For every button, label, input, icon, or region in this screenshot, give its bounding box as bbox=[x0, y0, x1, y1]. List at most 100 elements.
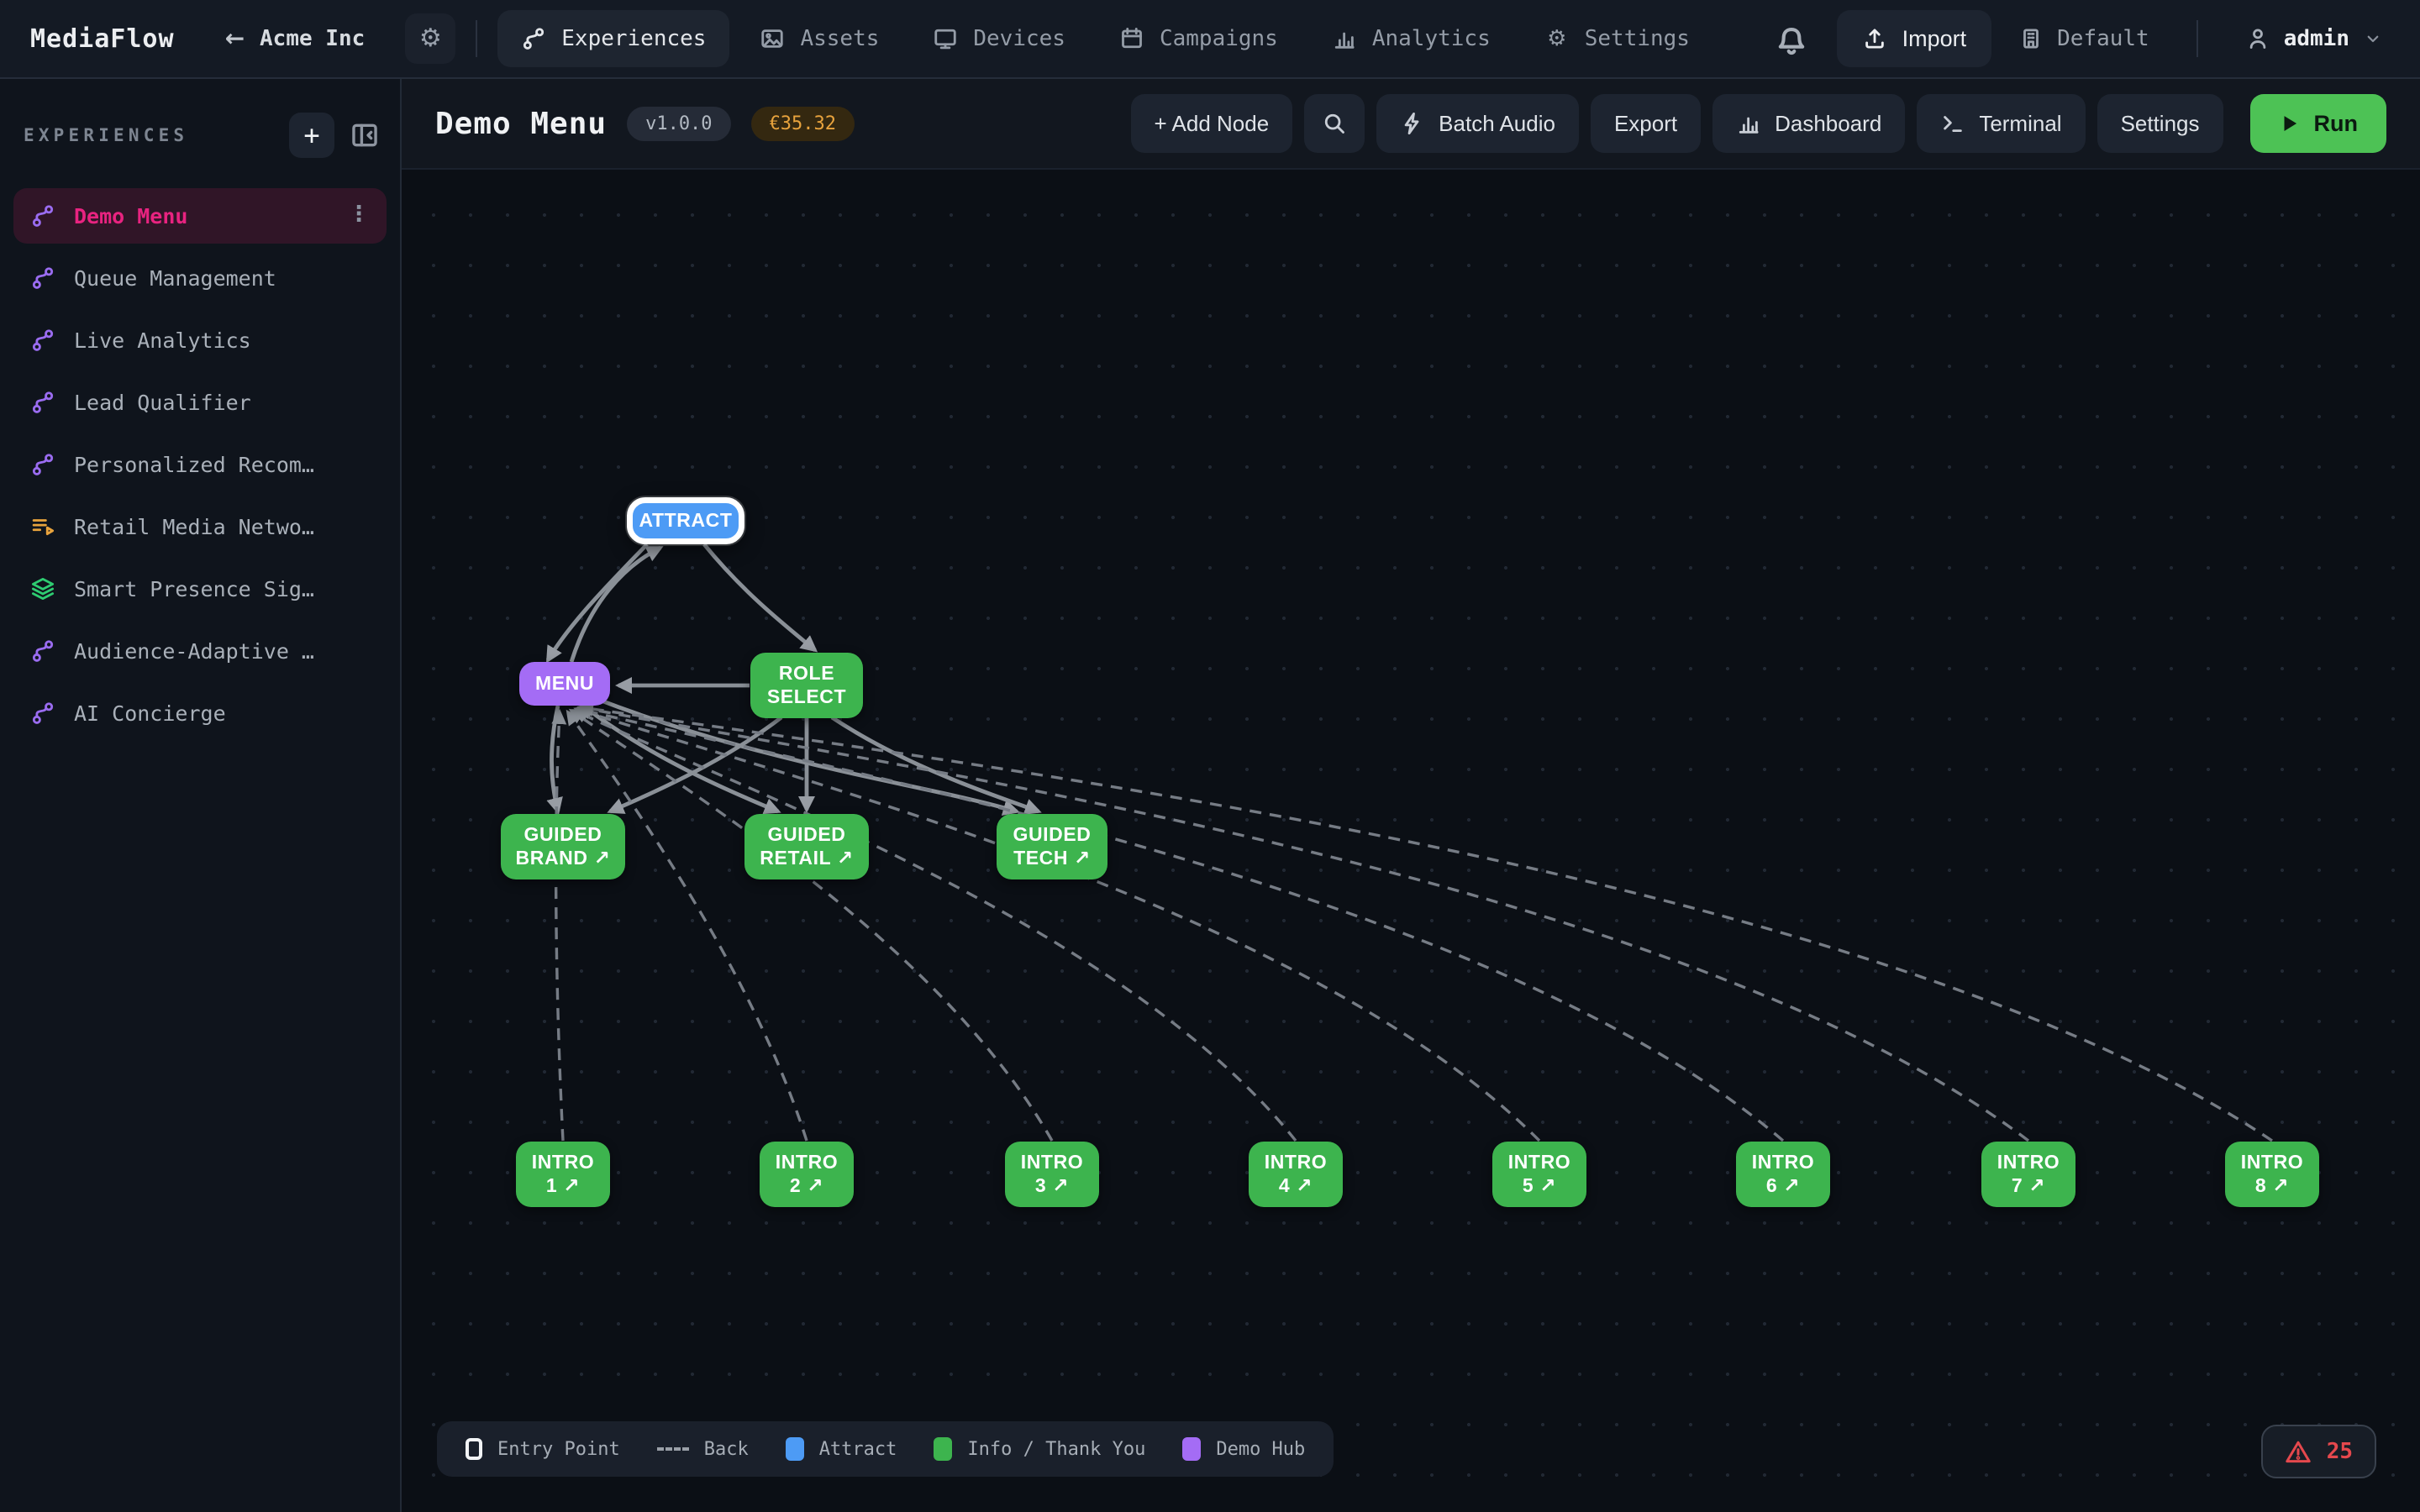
sidebar-item-live-analytics[interactable]: Live Analytics⋮ bbox=[13, 312, 387, 368]
node-intro-7[interactable]: INTRO 7 ↗ bbox=[1981, 1142, 2075, 1207]
flow-canvas[interactable]: Entry Point Back Attract Info / Thank You De… bbox=[402, 170, 2420, 1512]
sidebar-title: EXPERIENCES bbox=[24, 125, 189, 145]
notifications-bell-icon[interactable] bbox=[1773, 20, 1810, 57]
environment-selector[interactable]: Default bbox=[2018, 26, 2149, 51]
node-label: INTRO bbox=[1751, 1151, 1815, 1173]
sidebar-item-personalized-recom[interactable]: Personalized Recom…⋮ bbox=[13, 437, 387, 492]
user-menu[interactable]: admin bbox=[2245, 26, 2383, 51]
node-intro-8[interactable]: INTRO 8 ↗ bbox=[2225, 1142, 2319, 1207]
git-branch-icon bbox=[30, 701, 55, 726]
tab-settings[interactable]: ⚙ Settings bbox=[1521, 10, 1713, 67]
settings-button[interactable]: Settings bbox=[2096, 94, 2223, 153]
legend-swatch-entry bbox=[466, 1438, 482, 1460]
node-menu[interactable]: MENU bbox=[519, 662, 610, 706]
edge-intro_8-to-menu bbox=[578, 701, 2273, 1142]
node-label: ROLE bbox=[778, 662, 835, 685]
legend-swatch-info bbox=[934, 1437, 953, 1461]
kebab-menu-icon[interactable]: ⋮ bbox=[348, 202, 370, 227]
node-label: INTRO bbox=[1020, 1151, 1084, 1173]
dashboard-button[interactable]: Dashboard bbox=[1712, 94, 1906, 153]
layers-icon bbox=[30, 576, 55, 601]
button-label: + Add Node bbox=[1154, 110, 1270, 136]
git-branch-icon bbox=[30, 203, 55, 228]
button-label: Dashboard bbox=[1775, 110, 1882, 136]
experiences-sidebar: EXPERIENCES + Demo Menu ⋮ Queue Management… bbox=[0, 79, 402, 1512]
node-label: 2 ↗ bbox=[789, 1174, 824, 1196]
node-label: GUIDED bbox=[767, 823, 846, 846]
git-branch-icon bbox=[30, 638, 55, 664]
back-to-workspace-button[interactable]: ← Acme Inc bbox=[225, 26, 366, 51]
node-intro-1[interactable]: INTRO 1 ↗ bbox=[516, 1142, 610, 1207]
warnings-badge[interactable]: 25 bbox=[2260, 1425, 2376, 1478]
node-label: INTRO bbox=[1264, 1151, 1328, 1173]
workspace-settings-gear-icon[interactable]: ⚙ bbox=[405, 13, 456, 64]
node-role-select[interactable]: ROLE SELECT bbox=[750, 653, 863, 718]
legend-label: Info / Thank You bbox=[967, 1438, 1146, 1460]
monitor-icon bbox=[933, 26, 958, 51]
sidebar-item-label: Retail Media Netwo… bbox=[74, 514, 314, 539]
node-label: SELECT bbox=[766, 685, 847, 707]
search-button[interactable] bbox=[1304, 94, 1365, 153]
sidebar-item-audience-adaptive[interactable]: Audience-Adaptive …⋮ bbox=[13, 623, 387, 679]
upload-icon bbox=[1862, 26, 1887, 51]
sidebar-item-ai-concierge[interactable]: AI Concierge⋮ bbox=[13, 685, 387, 741]
node-attract[interactable]: ATTRACT bbox=[627, 497, 744, 544]
button-label: Settings bbox=[2120, 110, 2200, 136]
legend-item-demo-hub: Demo Hub bbox=[1182, 1437, 1305, 1461]
sidebar-item-demo-menu[interactable]: Demo Menu ⋮ bbox=[13, 188, 387, 244]
node-intro-2[interactable]: INTRO 2 ↗ bbox=[760, 1142, 854, 1207]
export-button[interactable]: Export bbox=[1590, 94, 1702, 153]
lightning-icon bbox=[1400, 111, 1425, 136]
add-node-button[interactable]: + Add Node bbox=[1130, 94, 1293, 153]
node-label: 3 ↗ bbox=[1034, 1174, 1070, 1196]
tab-analytics[interactable]: Analytics bbox=[1308, 10, 1514, 67]
person-icon bbox=[2245, 26, 2270, 51]
gear-icon: ⚙ bbox=[1547, 26, 1567, 51]
sidebar-item-lead-qualifier[interactable]: Lead Qualifier⋮ bbox=[13, 375, 387, 430]
version-badge: v1.0.0 bbox=[627, 106, 731, 141]
node-intro-5[interactable]: INTRO 5 ↗ bbox=[1492, 1142, 1586, 1207]
import-button[interactable]: Import bbox=[1836, 10, 1992, 67]
flow-edges bbox=[545, 543, 2273, 1142]
node-intro-4[interactable]: INTRO 4 ↗ bbox=[1249, 1142, 1343, 1207]
image-icon bbox=[760, 26, 785, 51]
node-label: INTRO bbox=[531, 1151, 595, 1173]
git-branch-icon bbox=[30, 328, 55, 353]
node-label: INTRO bbox=[1507, 1151, 1571, 1173]
edge-intro_2-to-menu bbox=[566, 709, 808, 1142]
git-branch-icon bbox=[30, 452, 55, 477]
edge-intro_1-to-menu bbox=[551, 709, 567, 1142]
canvas-legend: Entry Point Back Attract Info / Thank You De… bbox=[437, 1421, 1334, 1477]
terminal-button[interactable]: Terminal bbox=[1917, 94, 2086, 153]
node-guided-tech[interactable]: GUIDED TECH ↗ bbox=[997, 814, 1107, 879]
tab-devices[interactable]: Devices bbox=[909, 10, 1089, 67]
flow-actions: + Add Node Batch Audio Export Dashboard Term… bbox=[1130, 94, 2223, 153]
git-branch-icon bbox=[521, 26, 546, 51]
sidebar-item-retail-media-netwo[interactable]: Retail Media Netwo…⋮ bbox=[13, 499, 387, 554]
sidebar-item-label: AI Concierge bbox=[74, 701, 226, 726]
workspace-name: Acme Inc bbox=[260, 26, 366, 51]
legend-label: Back bbox=[703, 1438, 749, 1460]
add-experience-button[interactable]: + bbox=[289, 113, 334, 158]
tab-label: Experiences bbox=[561, 26, 707, 51]
run-button[interactable]: Run bbox=[2249, 94, 2386, 153]
tab-experiences[interactable]: Experiences bbox=[497, 10, 730, 67]
page-title: Demo Menu bbox=[435, 106, 608, 141]
topbar: MediaFlow ← Acme Inc ⚙ Experiences Assets… bbox=[0, 0, 2420, 79]
bar-chart-icon bbox=[1332, 26, 1357, 51]
sidebar-item-smart-presence-sig[interactable]: Smart Presence Sig…⋮ bbox=[13, 561, 387, 617]
node-label: ATTRACT bbox=[639, 509, 733, 532]
node-guided-retail[interactable]: GUIDED RETAIL ↗ bbox=[744, 814, 869, 879]
sidebar-item-queue-management[interactable]: Queue Management⋮ bbox=[13, 250, 387, 306]
node-intro-6[interactable]: INTRO 6 ↗ bbox=[1736, 1142, 1830, 1207]
tab-campaigns[interactable]: Campaigns bbox=[1096, 10, 1302, 67]
node-label: INTRO bbox=[775, 1151, 839, 1173]
legend-swatch-dash bbox=[656, 1447, 689, 1451]
node-intro-3[interactable]: INTRO 3 ↗ bbox=[1005, 1142, 1099, 1207]
collapse-sidebar-icon[interactable] bbox=[350, 120, 380, 150]
button-label: Terminal bbox=[1979, 110, 2062, 136]
tab-assets[interactable]: Assets bbox=[736, 10, 902, 67]
node-guided-brand[interactable]: GUIDED BRAND ↗ bbox=[501, 814, 625, 879]
batch-audio-button[interactable]: Batch Audio bbox=[1376, 94, 1579, 153]
sidebar-item-label: Lead Qualifier bbox=[74, 390, 251, 415]
